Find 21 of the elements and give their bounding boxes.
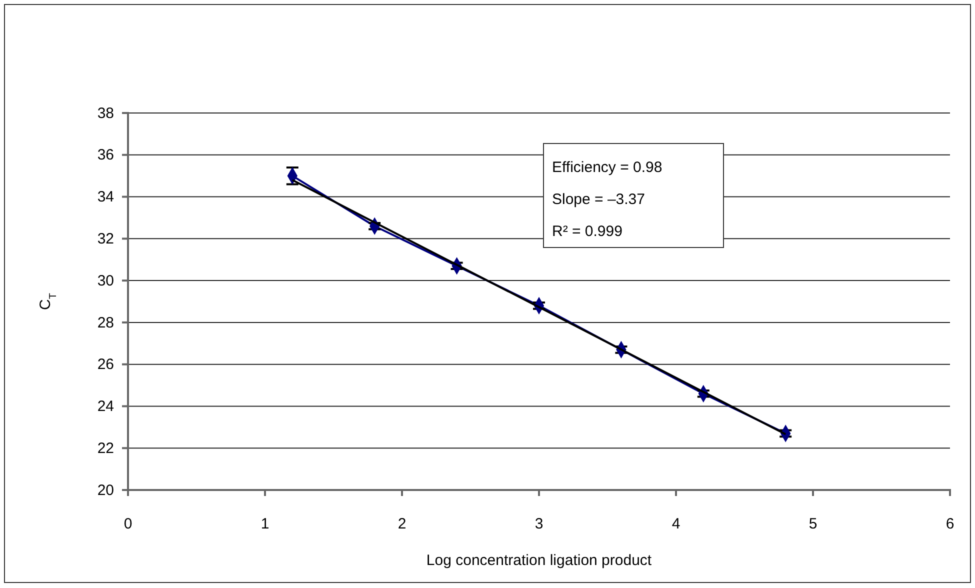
y-tick-label: 38 xyxy=(97,104,114,122)
y-tick-label: 24 xyxy=(97,398,114,416)
x-tick-label: 6 xyxy=(946,516,954,533)
x-tick-label: 4 xyxy=(672,516,680,533)
annotation: Slope = –3.37 xyxy=(552,191,645,208)
x-tick-label: 0 xyxy=(124,516,132,533)
y-tick-label: 32 xyxy=(97,230,114,248)
y-tick-label: 28 xyxy=(97,314,114,332)
annotation: R² = 0.999 xyxy=(552,223,622,240)
x-tick-label: 3 xyxy=(534,516,544,533)
x-tick-label: 1 xyxy=(260,516,270,533)
y-tick-label: 36 xyxy=(97,146,114,164)
x-axis-title: Log concentration ligation product xyxy=(426,552,652,569)
y-tick-label: 30 xyxy=(97,272,114,290)
y-tick-label: 34 xyxy=(97,188,114,206)
y-tick-label: 22 xyxy=(97,440,114,457)
x-tick-label: 2 xyxy=(398,516,406,533)
y-tick-label: 20 xyxy=(97,482,114,499)
annotation: Efficiency = 0.98 xyxy=(552,159,662,176)
x-tick-label: 5 xyxy=(808,516,818,533)
y-tick-label: 26 xyxy=(97,356,114,374)
